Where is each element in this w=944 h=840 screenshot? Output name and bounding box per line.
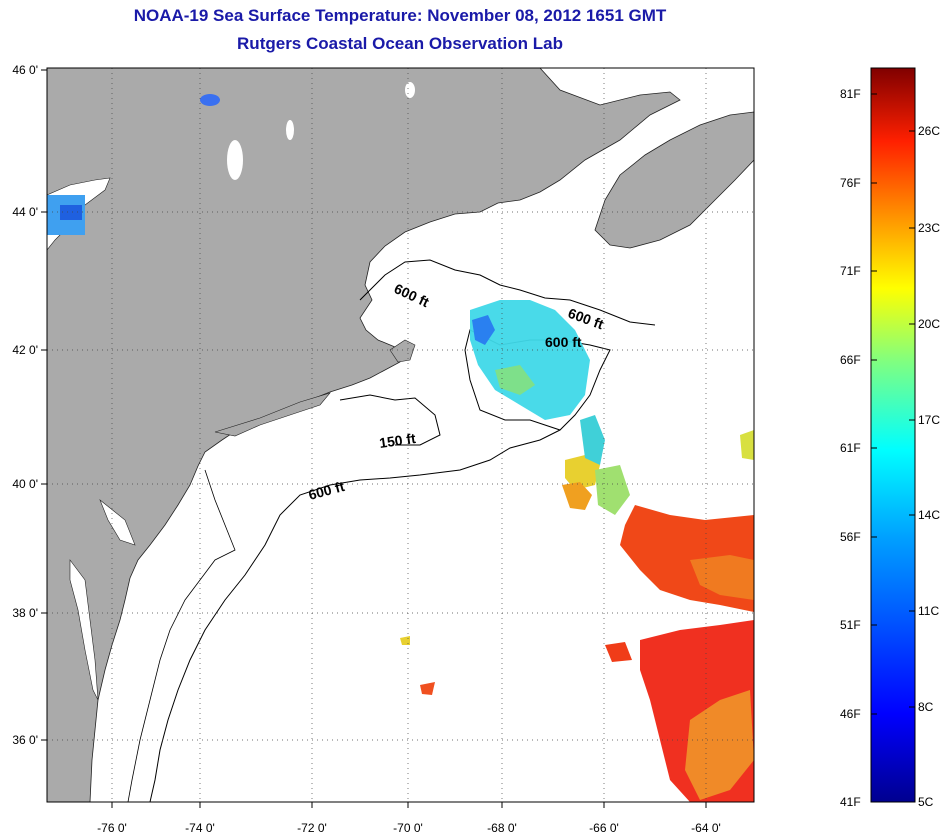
sst-patch-small-2 (420, 682, 435, 695)
cb-c-17: 17C (918, 413, 941, 427)
lat-label-40: 40 0' (12, 477, 38, 491)
cb-f-61: 61F (840, 441, 861, 455)
lat-label-36: 36 0' (12, 733, 38, 747)
sst-patch-small-3 (400, 636, 410, 645)
sst-blue-patch (472, 315, 495, 345)
sst-patch-small-1 (605, 642, 632, 662)
contour-150ft (339, 394, 441, 446)
lon-label-64: -64 0' (691, 821, 721, 835)
cb-f-66: 66F (840, 353, 861, 367)
map-frame (46, 67, 755, 803)
lat-label-46: 46 0' (12, 63, 38, 77)
colorbar-ticks (871, 93, 915, 715)
cb-c-5: 5C (918, 795, 934, 809)
sst-yellow-patch (565, 455, 600, 490)
cb-c-26: 26C (918, 124, 941, 138)
sst-green-patch-2 (595, 465, 630, 515)
cape-cod-land (389, 339, 416, 363)
sst-south-orange (685, 690, 754, 800)
nova-scotia-land (594, 111, 754, 249)
contour-inner-shelf (127, 469, 236, 802)
colorbar (870, 67, 916, 803)
tick-marks (41, 69, 707, 808)
cb-c-14: 14C (918, 508, 941, 522)
cb-f-46: 46F (840, 707, 861, 721)
cb-f-71: 71F (840, 264, 861, 278)
sst-gulfstream-orange (690, 555, 754, 600)
lon-label-76: -76 0' (97, 821, 127, 835)
cb-c-8: 8C (918, 700, 934, 714)
cb-c-20: 20C (918, 317, 941, 331)
lon-label-66: -66 0' (589, 821, 619, 835)
lat-label-44: 44 0' (12, 205, 38, 219)
title-line-2: Rutgers Coastal Ocean Observation Lab (237, 34, 563, 53)
cb-f-41: 41F (840, 795, 861, 809)
contour-gulf-of-maine (359, 259, 656, 326)
long-island-land (214, 392, 331, 437)
cb-c-23: 23C (918, 221, 941, 235)
delaware-bay (99, 499, 136, 546)
cb-f-76: 76F (840, 176, 861, 190)
contour-shelf-600ft (149, 429, 561, 802)
lake-small-3 (200, 94, 220, 106)
lake-ontario-sst-2 (60, 205, 82, 220)
contour-label-3: 600 ft (545, 334, 582, 350)
lon-label-70: -70 0' (393, 821, 423, 835)
contour-label-4: 150 ft (378, 430, 417, 451)
title-line-1: NOAA-19 Sea Surface Temperature: Novembe… (133, 6, 667, 25)
sst-orange-patch (562, 482, 592, 510)
sst-cyan-strip (580, 415, 605, 465)
cb-f-51: 51F (840, 618, 861, 632)
chesapeake-bay (69, 559, 99, 701)
lake-small-1 (405, 82, 415, 98)
cb-f-81: 81F (840, 87, 861, 101)
lat-label-38: 38 0' (12, 606, 38, 620)
lon-label-72: -72 0' (297, 821, 327, 835)
sst-cyan-patch (470, 300, 590, 420)
cb-f-56: 56F (840, 530, 861, 544)
lake-champlain (227, 140, 243, 180)
sst-green-patch (495, 365, 535, 395)
lake-small-2 (286, 120, 294, 140)
lat-label-42: 42 0' (12, 343, 38, 357)
mainland-land (47, 68, 681, 802)
sst-patch-small-4 (740, 430, 754, 460)
lon-label-68: -68 0' (487, 821, 517, 835)
lon-label-74: -74 0' (185, 821, 215, 835)
cb-c-11: 11C (918, 604, 940, 618)
